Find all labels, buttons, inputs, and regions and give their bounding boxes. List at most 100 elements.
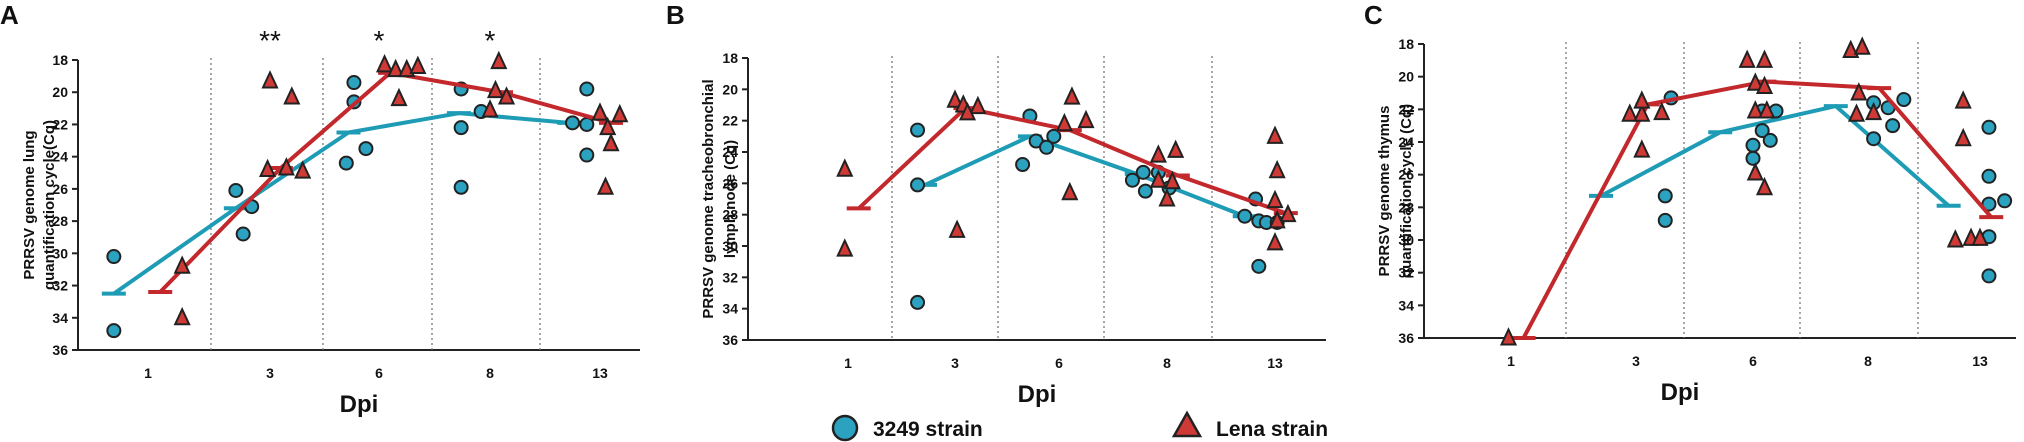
legend-3249-marker [831,414,859,442]
data-point-triangle [1758,100,1776,119]
data-point-triangle [1633,103,1651,122]
y-tick-label: 26 [722,175,738,191]
data-point-triangle [1853,36,1871,55]
panel-letter: A [0,0,19,30]
mean-line [924,134,1246,219]
x-tick-label: 6 [1749,353,1757,369]
x-tick-label: 1 [1507,353,1515,369]
y-tick-label: 34 [1398,297,1414,313]
y-tick-label: 22 [52,116,68,132]
significance-mark: ** [259,25,281,56]
y-tick-label: 18 [722,50,738,66]
data-point-triangle [1755,49,1774,68]
x-tick-label: 8 [486,365,494,381]
data-point-circle [1745,137,1761,153]
data-point-circle [579,116,595,132]
series-lena [1499,36,2004,346]
data-point-circle [1135,164,1151,180]
series-3249 [101,75,595,339]
y-tick-label: 32 [722,269,738,285]
data-point-triangle [591,102,609,121]
data-point-circle [1657,188,1673,204]
data-point-circle [1885,118,1901,134]
data-point-circle [1981,168,1997,184]
data-point-triangle [258,158,277,178]
y-tick-label: 24 [52,149,68,165]
y-tick-label: 32 [1398,265,1414,281]
y-tick-label: 26 [1398,167,1414,183]
data-point-triangle [1971,227,1989,246]
data-point-triangle [1842,39,1860,59]
y-tick-label: 30 [722,238,738,254]
x-tick-label: 3 [1632,353,1640,369]
y-axis-label: quantification cycle(Cq) [41,120,58,290]
data-point-triangle [1061,181,1079,201]
data-point-triangle [173,255,191,274]
legend-lena-marker [1171,410,1203,438]
data-point-triangle [1946,229,1964,248]
data-point-triangle [1746,72,1764,91]
data-point-circle [1745,150,1761,166]
x-tick-label: 13 [592,365,608,381]
data-point-triangle [387,58,405,78]
data-point-triangle [1847,103,1866,122]
y-tick-label: 36 [722,332,738,348]
x-tick-label: 3 [951,355,959,371]
data-point-triangle [1279,203,1297,223]
data-point-circle [579,147,595,163]
y-axis-label: PRRSV genome tracheobronchial [700,79,717,318]
data-point-triangle [375,53,394,73]
x-tick-label: 6 [1055,355,1063,371]
data-point-triangle [602,132,620,152]
data-point-triangle [1266,189,1284,209]
data-point-triangle [969,95,987,115]
y-axis-label: lymph node (Cq) [722,140,739,258]
x-axis-label: Dpi [1018,381,1057,408]
y-tick-label: 26 [52,181,68,197]
data-point-triangle [1063,86,1081,105]
data-point-triangle [390,87,408,107]
data-point-circle [453,120,469,136]
data-point-circle [358,141,374,157]
y-tick-label: 28 [52,213,68,229]
y-tick-label: 22 [722,113,738,129]
data-point-triangle [1077,109,1095,129]
data-point-circle [1015,157,1031,173]
data-point-circle [1657,212,1673,228]
data-point-triangle [1653,101,1671,121]
x-tick-label: 1 [144,365,152,381]
legend-3249-label: 3249 strain [873,418,983,441]
data-point-triangle [1266,232,1284,251]
data-point-triangle [490,50,508,70]
y-tick-label: 30 [1398,232,1414,248]
data-point-circle [565,115,580,131]
data-point-triangle [1266,125,1284,144]
y-axis-label: PRRSV genome lung [21,130,38,279]
data-point-circle [228,183,244,198]
data-point-triangle [1755,176,1774,196]
y-tick-label: 24 [1398,134,1414,150]
data-point-triangle [1149,144,1167,163]
y-tick-label: 34 [722,301,738,317]
data-point-circle [235,226,251,242]
data-point-circle [106,249,122,265]
y-tick-label: 24 [722,144,738,160]
data-point-triangle [277,157,295,176]
data-point-triangle [1865,101,1883,121]
data-point-circle [579,81,595,97]
series-lena [148,50,629,326]
data-point-triangle [1954,90,1972,109]
data-point-circle [453,179,469,195]
y-tick-label: 36 [52,342,68,358]
data-point-triangle [611,103,629,123]
data-point-triangle [596,176,615,195]
data-point-triangle [409,55,427,74]
data-point-triangle [1055,112,1073,132]
y-tick-label: 36 [1398,330,1414,346]
data-point-triangle [1633,139,1651,158]
data-point-triangle [836,238,854,257]
data-point-triangle [1633,90,1651,109]
y-tick-label: 20 [1398,69,1414,85]
